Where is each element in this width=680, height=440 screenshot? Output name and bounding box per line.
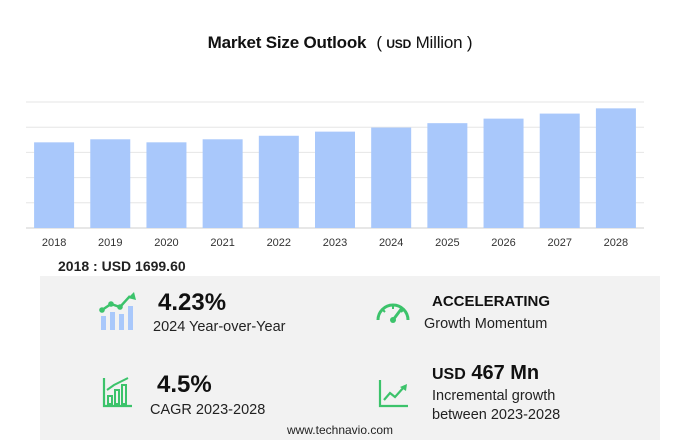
bar-2027 — [539, 113, 580, 228]
incremental-stat: USD 467 Mn — [432, 362, 539, 385]
x-tick-label: 2023 — [323, 237, 347, 249]
bar-2023 — [315, 131, 355, 228]
bar-2020 — [146, 142, 187, 228]
bar-2024 — [371, 127, 412, 228]
yoy-label: 2024 Year-over-Year — [153, 319, 286, 335]
x-tick-label: 2018 — [42, 237, 66, 249]
x-tick-label: 2027 — [547, 237, 571, 249]
yoy-stat: 4.23% — [158, 289, 226, 317]
x-tick-label: 2022 — [267, 237, 291, 249]
bar-chart-icon — [102, 377, 132, 408]
bar-chart: 2018 2019 2020 2021 2022 2023 2024 2025 2026 2027… — [26, 101, 644, 249]
x-tick-label: 2021 — [210, 237, 234, 249]
x-tick-label: 2024 — [379, 237, 403, 249]
yoy-label-wrap: 2024 Year-over-Year — [153, 318, 285, 337]
bar-2019 — [90, 139, 131, 228]
chart-title: Market Size Outlook ( USD Million ) — [0, 33, 680, 53]
x-tick-label: 2025 — [435, 237, 459, 249]
base-year-value: 2018 : USD 1699.60 — [58, 258, 186, 274]
incremental-label-wrap: Incremental growth between 2023-2028 — [432, 387, 560, 425]
growth-bars-icon — [99, 292, 136, 330]
cagr-label: CAGR 2023-2028 — [150, 402, 266, 418]
yoy-value: 4.23% — [158, 289, 227, 316]
incremental-label-2: between 2023-2028 — [432, 407, 561, 423]
bar-2018 — [34, 142, 75, 228]
x-tick-label: 2020 — [154, 237, 178, 249]
bar-2026 — [483, 118, 524, 228]
incremental-value: USD 467 Mn — [432, 362, 540, 384]
x-tick-label: 2026 — [491, 237, 515, 249]
title-unit: ( USD Million ) — [376, 33, 473, 52]
stats-panel — [40, 276, 660, 440]
incremental-label-1: Incremental growth — [432, 388, 556, 404]
momentum-value: ACCELERATING — [432, 293, 551, 310]
footer-source: www.technavio.com — [286, 423, 394, 437]
speedometer-icon — [376, 303, 410, 323]
trend-chart-icon — [378, 380, 408, 408]
bar-2028 — [595, 108, 636, 228]
title-main: Market Size Outlook — [207, 33, 367, 52]
momentum-stat: ACCELERATING — [432, 293, 550, 310]
bar-2021 — [202, 139, 243, 228]
bar-2025 — [427, 123, 468, 228]
cagr-stat: 4.5% — [157, 371, 212, 399]
cagr-label-wrap: CAGR 2023-2028 — [150, 401, 265, 420]
x-tick-label: 2028 — [604, 237, 628, 249]
bar-2022 — [258, 135, 299, 228]
momentum-label: Growth Momentum — [424, 316, 548, 332]
x-tick-label: 2019 — [98, 237, 122, 249]
momentum-label-wrap: Growth Momentum — [424, 315, 547, 334]
cagr-value: 4.5% — [157, 371, 212, 398]
